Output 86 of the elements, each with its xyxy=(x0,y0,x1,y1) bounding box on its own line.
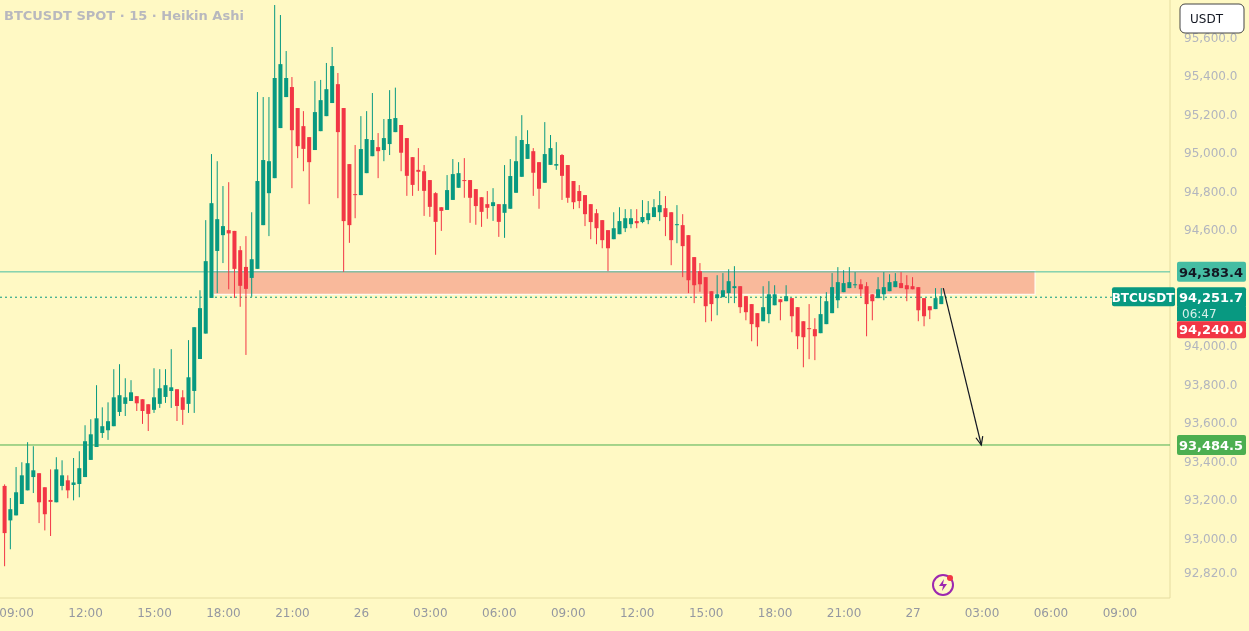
candlestick xyxy=(376,132,381,179)
candlestick xyxy=(496,203,501,238)
ref-line-label: 94,383.4 xyxy=(1178,264,1244,280)
candlestick xyxy=(531,147,536,197)
candlestick xyxy=(65,474,70,499)
candlestick xyxy=(220,185,225,264)
candlestick xyxy=(48,468,53,537)
candlestick xyxy=(778,298,783,321)
text: 94,240.0 xyxy=(1178,322,1244,338)
candlestick xyxy=(853,271,858,289)
text: BTCUSDT SPOT · 15 · Heikin Ashi xyxy=(4,8,244,23)
candlestick xyxy=(674,204,679,244)
candlestick xyxy=(353,144,358,219)
candlestick xyxy=(14,466,19,516)
candlestick xyxy=(646,200,651,225)
y-tick-label: 93,200.0 xyxy=(1184,493,1238,508)
x-tick-label: 09:00 xyxy=(1102,605,1138,620)
y-tick-label: 94,000.0 xyxy=(1184,339,1238,354)
ref-line-label: 93,484.5 xyxy=(1178,437,1244,453)
y-tick-label: 93,400.0 xyxy=(1184,454,1238,469)
x-tick-label: 06:00 xyxy=(482,605,517,620)
x-tick-label: 15:00 xyxy=(688,605,724,620)
text: USDT xyxy=(1190,12,1224,26)
candlestick xyxy=(8,497,13,550)
candlestick xyxy=(640,199,645,224)
x-tick-label: 26 xyxy=(353,605,370,620)
candlestick xyxy=(738,285,743,314)
y-tick-label: 93,800.0 xyxy=(1184,377,1238,392)
x-tick-label: 09:00 xyxy=(550,605,586,620)
candlestick xyxy=(284,50,289,98)
candlestick xyxy=(582,194,588,227)
x-tick-label: 03:00 xyxy=(413,605,448,620)
candlestick xyxy=(899,271,904,289)
x-tick-label: 15:00 xyxy=(137,605,172,620)
candlestick xyxy=(743,295,748,321)
candlestick xyxy=(129,379,134,402)
annotation: BTCUSDT xyxy=(1111,291,1176,306)
candlestick xyxy=(152,367,157,414)
candlestick xyxy=(605,229,610,272)
x-tick-label: 06:00 xyxy=(1033,605,1069,620)
candlestick xyxy=(422,164,427,217)
ref-line-label: 94,251.7 xyxy=(1178,290,1244,306)
x-tick-label: 09:00 xyxy=(0,605,34,620)
y-tick-label: 95,400.0 xyxy=(1184,69,1238,84)
y-tick-label: 95,200.0 xyxy=(1184,107,1238,122)
candlestick xyxy=(623,208,628,233)
x-tick-label: 27 xyxy=(905,605,921,620)
y-tick-label: 94,800.0 xyxy=(1184,184,1238,199)
y-tick-label: 95,600.0 xyxy=(1184,30,1238,45)
candlestick xyxy=(491,187,496,222)
y-tick-label: 92,820.0 xyxy=(1184,566,1238,581)
candlestick xyxy=(812,317,817,361)
candlestick xyxy=(456,161,461,189)
candlestick xyxy=(628,208,633,229)
y-tick-label: 93,000.0 xyxy=(1184,531,1238,546)
text: 06:47 xyxy=(1182,307,1217,322)
candlestick xyxy=(445,174,450,211)
candlestick xyxy=(106,401,111,441)
candlestick xyxy=(663,195,668,237)
candlestick xyxy=(468,179,473,224)
candlestick xyxy=(174,388,180,422)
candlestick xyxy=(904,274,909,302)
candlestick xyxy=(60,459,65,491)
y-tick-label: 94,600.0 xyxy=(1184,223,1238,238)
y-tick-label: 95,000.0 xyxy=(1184,146,1238,161)
candlestick xyxy=(381,118,386,162)
candlestick xyxy=(560,153,565,201)
x-tick-label: 12:00 xyxy=(619,605,655,620)
x-tick-label: 21:00 xyxy=(826,605,862,620)
candlestick xyxy=(697,262,702,293)
candlestick xyxy=(243,235,248,356)
candlestick xyxy=(784,284,789,302)
x-tick-label: 12:00 xyxy=(68,605,103,620)
candlestick xyxy=(525,129,530,160)
y-tick-label: 93,600.0 xyxy=(1184,416,1238,431)
candlestick xyxy=(473,188,478,226)
candlestick xyxy=(807,303,812,360)
candlestick xyxy=(180,389,185,426)
candlestick xyxy=(462,157,467,199)
x-tick-label: 18:00 xyxy=(757,605,793,620)
x-tick-label: 03:00 xyxy=(964,605,1000,620)
x-tick-label: 18:00 xyxy=(206,605,241,620)
x-tick-label: 21:00 xyxy=(275,605,310,620)
candlestick xyxy=(922,297,927,327)
candlestick xyxy=(789,297,794,333)
candlestick xyxy=(657,190,662,222)
